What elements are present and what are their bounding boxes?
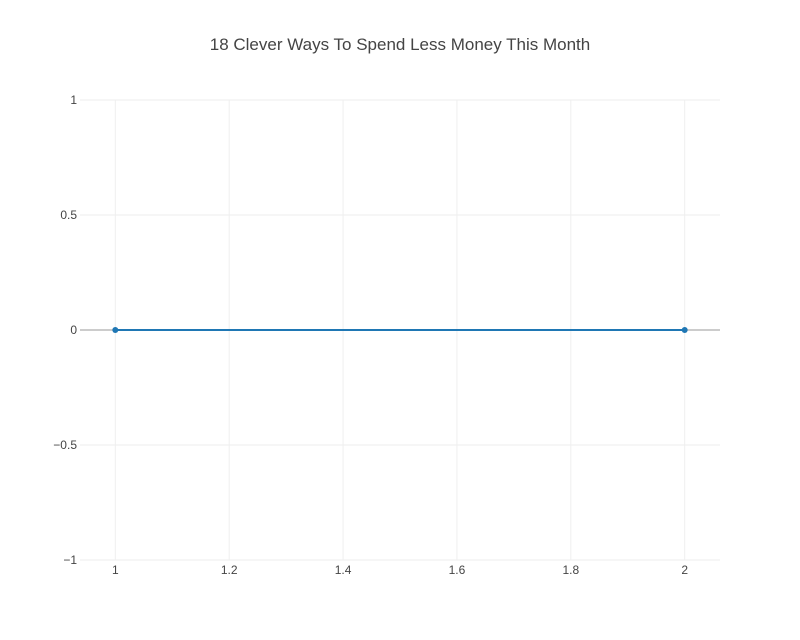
y-tick-label: −0.5 [53,438,77,452]
y-tick-label: 0.5 [60,208,77,222]
y-tick-label: 1 [70,93,77,107]
x-tick-label: 2 [681,563,688,577]
chart-title: 18 Clever Ways To Spend Less Money This … [210,35,590,54]
tick-layer: 1 1.2 1.4 1.6 1.8 2 1 0.5 0 −0.5 −1 [53,93,688,577]
y-tick-label: −1 [63,553,77,567]
series-point [112,327,119,333]
y-tick-label: 0 [70,323,77,337]
x-tick-label: 1.2 [221,563,238,577]
x-tick-label: 1.6 [449,563,466,577]
x-tick-label: 1.4 [335,563,352,577]
x-tick-label: 1 [112,563,119,577]
series-point [681,327,688,333]
x-tick-label: 1.8 [562,563,579,577]
series-layer [112,327,688,333]
